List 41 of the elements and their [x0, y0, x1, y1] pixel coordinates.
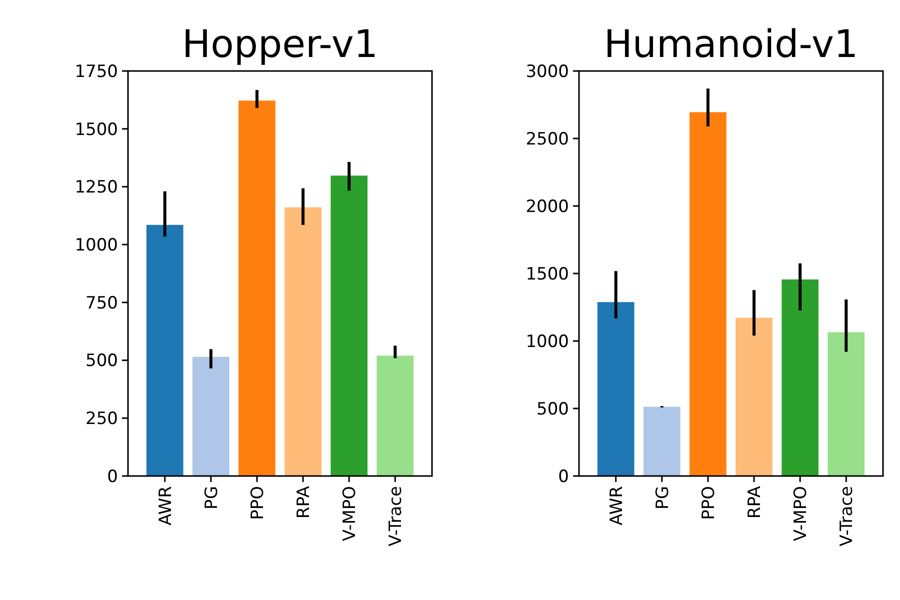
bar — [238, 100, 276, 476]
y-tick-label: 500 — [536, 399, 569, 420]
bar — [736, 318, 772, 476]
y-tick-label: 1000 — [526, 332, 569, 352]
x-tick-label: RPA — [744, 486, 765, 519]
x-tick-label: V-Trace — [386, 486, 406, 546]
bar — [690, 112, 726, 476]
y-tick-label: 0 — [107, 466, 118, 487]
x-tick-label: PPO — [698, 486, 719, 520]
x-tick-label: AWR — [156, 486, 176, 526]
bar — [643, 406, 680, 476]
y-tick-label: 1750 — [74, 62, 118, 82]
bar — [284, 207, 322, 476]
bar — [146, 224, 184, 476]
y-tick-label: 250 — [86, 409, 118, 430]
y-tick-label: 750 — [86, 293, 118, 314]
x-tick-label: AWR — [606, 486, 627, 526]
y-tick-label: 0 — [558, 466, 569, 487]
bar — [192, 356, 230, 476]
y-tick-label: 3000 — [526, 62, 569, 82]
bar — [376, 356, 414, 476]
y-tick-label: 2000 — [526, 196, 569, 217]
y-tick-label: 1500 — [526, 264, 569, 284]
bar — [597, 302, 634, 476]
x-tick-label: PG — [652, 486, 673, 510]
y-tick-label: 2500 — [526, 129, 569, 150]
x-tick-label: V-MPO — [340, 486, 360, 542]
bar — [330, 176, 368, 476]
x-tick-label: PG — [202, 486, 222, 510]
chart-title: Humanoid-v1 — [604, 22, 858, 66]
chart-title: Hopper-v1 — [182, 22, 378, 66]
x-tick-label: RPA — [294, 486, 314, 519]
bar — [782, 279, 819, 476]
y-tick-label: 1250 — [74, 178, 118, 198]
bar — [828, 332, 865, 476]
x-tick-label: V-Trace — [837, 486, 858, 546]
x-tick-label: V-MPO — [791, 486, 812, 542]
y-tick-label: 1500 — [74, 120, 118, 140]
x-tick-label: PPO — [248, 486, 268, 520]
y-tick-label: 500 — [86, 351, 118, 372]
y-tick-label: 1000 — [74, 236, 118, 256]
